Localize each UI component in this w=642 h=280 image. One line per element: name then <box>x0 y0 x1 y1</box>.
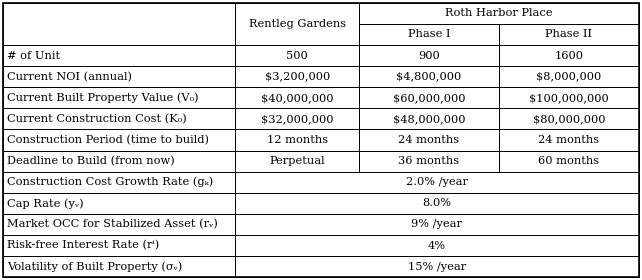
Text: Rentleg Gardens: Rentleg Gardens <box>248 19 346 29</box>
Text: 500: 500 <box>286 51 308 60</box>
Bar <box>499 129 639 151</box>
Bar <box>3 3 235 45</box>
Bar <box>3 172 235 193</box>
Text: 24 months: 24 months <box>399 135 460 145</box>
Bar <box>3 235 235 256</box>
Bar <box>235 172 639 193</box>
Bar <box>499 45 639 66</box>
Text: Current Construction Cost (K₀): Current Construction Cost (K₀) <box>7 114 187 124</box>
Bar <box>359 24 499 45</box>
Bar <box>359 66 499 87</box>
Bar <box>235 66 359 87</box>
Bar <box>235 45 359 66</box>
Bar <box>359 151 499 172</box>
Bar <box>359 45 499 66</box>
Bar <box>235 151 359 172</box>
Text: Cap Rate (yᵥ): Cap Rate (yᵥ) <box>7 198 83 209</box>
Text: $60,000,000: $60,000,000 <box>393 93 465 103</box>
Bar <box>3 45 235 66</box>
Text: 8.0%: 8.0% <box>422 198 451 208</box>
Text: $8,000,000: $8,000,000 <box>536 72 602 82</box>
Text: 60 months: 60 months <box>538 156 600 166</box>
Bar <box>235 3 359 45</box>
Bar <box>3 151 235 172</box>
Text: Market OCC for Stabilized Asset (rᵥ): Market OCC for Stabilized Asset (rᵥ) <box>7 219 218 230</box>
Text: $32,000,000: $32,000,000 <box>261 114 333 124</box>
Bar <box>3 108 235 129</box>
Text: Risk-free Interest Rate (rⁱ): Risk-free Interest Rate (rⁱ) <box>7 241 159 251</box>
Text: Perpetual: Perpetual <box>270 156 325 166</box>
Bar <box>499 24 639 45</box>
Bar <box>359 108 499 129</box>
Text: 1600: 1600 <box>555 51 584 60</box>
Bar <box>499 151 639 172</box>
Text: $4,800,000: $4,800,000 <box>396 72 462 82</box>
Bar <box>235 235 639 256</box>
Bar <box>3 193 235 214</box>
Text: $100,000,000: $100,000,000 <box>529 93 609 103</box>
Text: $40,000,000: $40,000,000 <box>261 93 333 103</box>
Bar <box>499 87 639 108</box>
Bar <box>359 129 499 151</box>
Text: Construction Period (time to build): Construction Period (time to build) <box>7 135 209 145</box>
Text: Current NOI (annual): Current NOI (annual) <box>7 71 132 82</box>
Text: 4%: 4% <box>428 241 446 251</box>
Bar <box>359 87 499 108</box>
Text: 36 months: 36 months <box>399 156 460 166</box>
Text: Deadline to Build (from now): Deadline to Build (from now) <box>7 156 175 166</box>
Text: Phase II: Phase II <box>545 29 593 39</box>
Bar <box>499 66 639 87</box>
Text: $3,200,000: $3,200,000 <box>265 72 330 82</box>
Bar <box>235 193 639 214</box>
Bar <box>3 66 235 87</box>
Text: 2.0% /year: 2.0% /year <box>406 177 468 187</box>
Text: Volatility of Built Property (σᵥ): Volatility of Built Property (σᵥ) <box>7 261 182 272</box>
Text: $48,000,000: $48,000,000 <box>393 114 465 124</box>
Text: Current Built Property Value (V₀): Current Built Property Value (V₀) <box>7 92 198 103</box>
Text: Phase I: Phase I <box>408 29 450 39</box>
Bar <box>235 87 359 108</box>
Text: 24 months: 24 months <box>538 135 600 145</box>
Text: 12 months: 12 months <box>266 135 327 145</box>
Bar <box>3 214 235 235</box>
Text: Roth Harbor Place: Roth Harbor Place <box>445 8 553 18</box>
Bar <box>3 129 235 151</box>
Text: 900: 900 <box>418 51 440 60</box>
Bar <box>3 87 235 108</box>
Bar <box>359 3 639 24</box>
Bar <box>235 214 639 235</box>
Text: $80,000,000: $80,000,000 <box>533 114 605 124</box>
Bar <box>235 129 359 151</box>
Text: # of Unit: # of Unit <box>7 51 60 60</box>
Text: Construction Cost Growth Rate (gₖ): Construction Cost Growth Rate (gₖ) <box>7 177 213 188</box>
Bar <box>235 108 359 129</box>
Text: 9% /year: 9% /year <box>412 220 462 229</box>
Bar <box>235 256 639 277</box>
Text: 15% /year: 15% /year <box>408 262 466 272</box>
Bar <box>3 256 235 277</box>
Bar <box>499 108 639 129</box>
